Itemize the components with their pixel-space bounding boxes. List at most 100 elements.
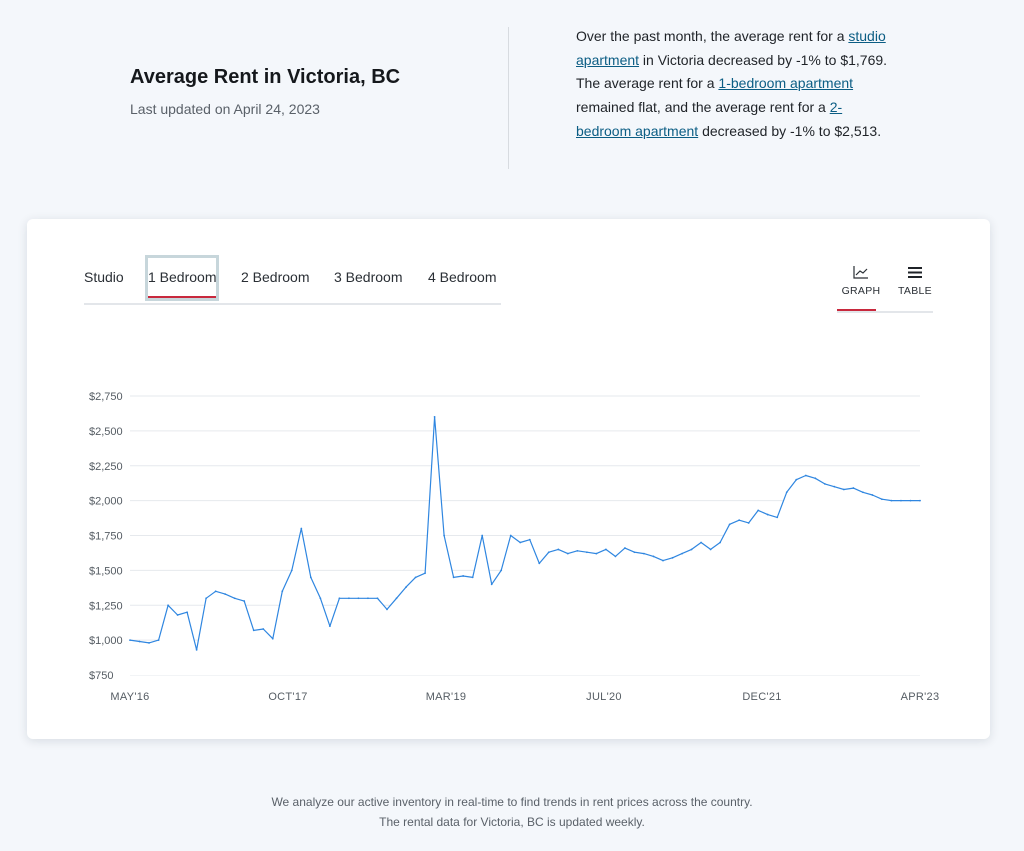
data-point — [595, 552, 598, 555]
y-tick-label: $1,250 — [89, 600, 123, 612]
table-label: TABLE — [898, 285, 932, 297]
x-tick-label: DEC'21 — [742, 691, 781, 703]
summary-text-1: Over the past month, the average rent fo… — [576, 28, 849, 44]
series-line — [129, 416, 920, 651]
graph-view-button[interactable]: GRAPH — [837, 261, 885, 311]
bedroom-tabs: Studio 1 Bedroom 2 Bedroom 3 Bedroom 4 B… — [84, 255, 501, 305]
line-chart-icon — [837, 263, 885, 281]
data-point — [367, 597, 369, 600]
data-point — [395, 597, 398, 600]
title-block: Average Rent in Victoria, BC Last update… — [130, 66, 400, 117]
y-tick-label: $2,000 — [89, 496, 123, 508]
last-updated: Last updated on April 24, 2023 — [130, 101, 320, 117]
data-point — [871, 494, 874, 496]
data-point — [861, 491, 864, 494]
data-point — [814, 477, 817, 480]
data-point — [195, 648, 198, 651]
page-header: Average Rent in Victoria, BC Last update… — [0, 0, 1024, 200]
data-point — [176, 614, 179, 616]
data-point — [157, 639, 160, 642]
tab-1-bedroom-label: 1 Bedroom — [148, 269, 217, 285]
data-point — [357, 597, 360, 600]
data-point — [785, 491, 788, 494]
data-point — [804, 474, 807, 477]
data-point — [224, 593, 227, 595]
data-point — [566, 552, 569, 555]
y-tick-label: $2,750 — [89, 391, 123, 403]
data-point — [624, 547, 626, 549]
data-point — [557, 548, 560, 551]
two-bedroom-apartment-link[interactable]: 2-bedroom apartment — [576, 99, 843, 139]
data-point — [709, 548, 712, 551]
x-tick-label: OCT'17 — [268, 691, 307, 703]
data-point — [728, 523, 731, 526]
data-point — [500, 569, 503, 572]
data-point — [662, 559, 664, 562]
y-tick-label: $1,750 — [89, 531, 123, 543]
data-point — [766, 513, 769, 516]
y-tick-label: $1,000 — [89, 635, 123, 647]
data-point — [614, 555, 617, 558]
data-point — [233, 597, 236, 600]
active-tab-indicator — [148, 296, 217, 298]
data-point — [462, 575, 465, 577]
data-point — [738, 519, 741, 522]
y-tick-label: $2,500 — [89, 426, 123, 438]
data-point — [376, 597, 379, 600]
x-tick-label: APR'23 — [901, 691, 940, 703]
tab-2-bedroom[interactable]: 2 Bedroom — [241, 255, 309, 301]
y-tick-label: $750 — [89, 670, 113, 682]
data-point — [281, 590, 284, 593]
data-point — [719, 541, 722, 544]
series-area — [130, 416, 920, 675]
data-point — [547, 551, 550, 554]
x-tick-label: MAY'16 — [110, 691, 149, 703]
tab-3-bedroom-label: 3 Bedroom — [334, 269, 403, 285]
data-point — [509, 534, 512, 537]
table-view-button[interactable]: TABLE — [891, 261, 939, 309]
data-point — [605, 548, 607, 551]
data-point — [148, 642, 150, 644]
data-point — [271, 637, 274, 640]
active-view-indicator — [837, 309, 876, 311]
header-divider — [508, 27, 509, 169]
menu-icon — [891, 263, 939, 281]
tab-studio[interactable]: Studio — [84, 255, 124, 301]
data-point — [519, 541, 522, 544]
data-point — [747, 522, 750, 524]
data-point — [205, 597, 208, 600]
data-point — [214, 590, 217, 593]
x-tick-label: JUL'20 — [586, 691, 622, 703]
tab-3-bedroom[interactable]: 3 Bedroom — [334, 255, 402, 301]
tab-2-bedroom-label: 2 Bedroom — [241, 269, 310, 285]
data-point — [386, 608, 388, 611]
data-point — [909, 499, 912, 502]
data-point — [414, 576, 417, 579]
studio-apartment-link[interactable]: studio apartment — [576, 28, 886, 68]
data-point — [757, 509, 760, 512]
summary-text-2: in Victoria decreased by -1% to $1,769. … — [576, 51, 888, 92]
rent-chart: $750 $1,000 $1,250 $1,500 $1,750 $2,000 $2,250… — [27, 379, 990, 709]
data-point — [823, 482, 826, 485]
data-point — [842, 488, 845, 491]
data-point — [576, 549, 579, 552]
data-point — [538, 562, 541, 565]
data-point — [328, 625, 331, 628]
data-point — [262, 628, 265, 630]
data-point — [585, 551, 588, 554]
data-point — [167, 604, 169, 607]
data-point — [252, 629, 255, 632]
data-point — [186, 611, 189, 614]
data-point — [424, 572, 426, 575]
data-point — [776, 516, 779, 519]
view-toggle: GRAPH TABLE — [837, 261, 933, 313]
tab-1-bedroom[interactable]: 1 Bedroom — [145, 255, 220, 301]
data-point — [690, 548, 693, 551]
one-bedroom-apartment-link[interactable]: 1-bedroom apartment — [718, 75, 854, 92]
data-point — [833, 485, 836, 488]
data-point — [852, 487, 855, 489]
tab-4-bedroom[interactable]: 4 Bedroom — [428, 255, 496, 301]
data-point — [643, 552, 645, 555]
rent-chart-svg: $750 $1,000 $1,250 $1,500 $1,750 $2,000 $2,250… — [89, 391, 940, 703]
data-point — [633, 551, 636, 554]
